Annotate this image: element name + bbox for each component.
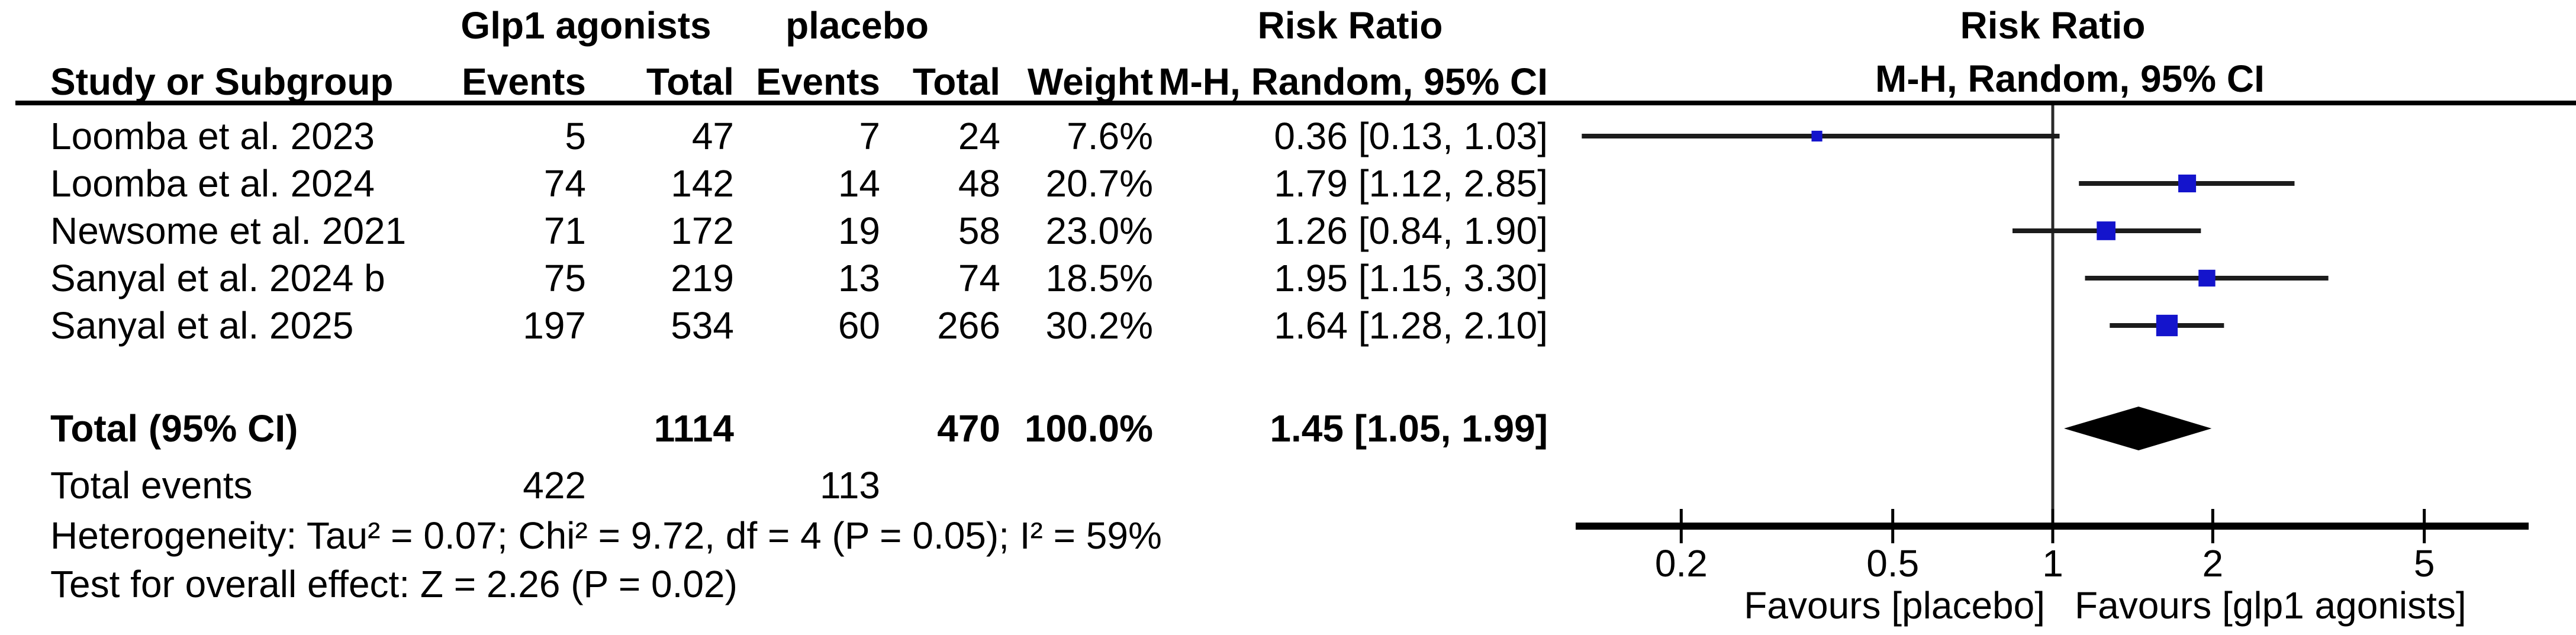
effect-marker	[2097, 221, 2115, 240]
placebo-total: 58	[958, 209, 1000, 252]
study-row: Sanyal et al. 2025 197 534 60 266 30.2% …	[50, 302, 1548, 349]
placebo-events: 7	[859, 115, 880, 157]
col-header-glp1-total: Total	[646, 60, 734, 103]
total-spacer	[586, 462, 734, 509]
col-header-study: Study or Subgroup	[50, 60, 394, 103]
glp1-events: 197	[523, 304, 586, 347]
group1-header: Glp1 agonists	[461, 4, 711, 47]
risk-ratio-text: 0.36 [0.13, 1.03]	[1274, 115, 1548, 157]
glp1-total: 534	[671, 304, 734, 347]
weight-value: 7.6%	[1067, 115, 1153, 157]
study-row: Loomba et al. 2023 5 47 7 24 7.6% 0.36 […	[50, 112, 1548, 160]
total-risk-ratio-text: 1.45 [1.05, 1.99]	[1270, 407, 1548, 450]
study-row: Sanyal et al. 2024 b 75 219 13 74 18.5% …	[50, 254, 1548, 302]
placebo-total: 266	[937, 304, 1000, 347]
glp1-grand-total: 1114	[653, 407, 734, 450]
total-weight: 100.0%	[1024, 407, 1153, 450]
total-spacer	[432, 405, 586, 452]
placebo-grand-total: 470	[937, 407, 1000, 450]
weight-value: 30.2%	[1045, 304, 1153, 347]
glp1-total: 219	[671, 257, 734, 299]
placebo-events: 13	[838, 257, 880, 299]
glp1-events: 71	[543, 209, 586, 252]
header-separator-line	[15, 101, 2576, 105]
favours-right-label: Favours [glp1 agonists]	[2075, 584, 2466, 627]
group2-header: placebo	[785, 4, 929, 47]
effect-marker	[2198, 269, 2216, 287]
placebo-total-events: 113	[819, 464, 880, 507]
study-row: Newsome et al. 2021 71 172 19 58 23.0% 1…	[50, 207, 1548, 254]
axis-tick-label: 5	[2414, 542, 2435, 585]
axis-tick-label: 0.2	[1655, 542, 1708, 585]
axis-tick-label: 0.5	[1866, 542, 1919, 585]
glp1-total: 142	[671, 162, 734, 205]
col-header-placebo-total: Total	[912, 60, 1000, 103]
total-label: Total (95% CI)	[50, 407, 298, 450]
total-spacer	[734, 405, 880, 452]
glp1-events: 75	[543, 257, 586, 299]
column-header-row: Study or Subgroup Events Total Events To…	[50, 58, 1548, 105]
placebo-total: 24	[958, 115, 1000, 157]
weight-value: 23.0%	[1045, 209, 1153, 252]
axis-tick-label: 2	[2203, 542, 2224, 585]
glp1-total: 47	[691, 115, 734, 157]
weight-value: 18.5%	[1045, 257, 1153, 299]
col-header-weight: Weight	[1027, 60, 1153, 103]
effect-marker	[2178, 174, 2197, 193]
risk-ratio-text: 1.64 [1.28, 2.10]	[1274, 304, 1548, 347]
col-header-placebo-events: Events	[756, 60, 880, 103]
effect-title-plot-column: Risk Ratio	[1960, 4, 2146, 47]
effect-marker	[1811, 130, 1822, 142]
glp1-events: 5	[565, 115, 586, 157]
total-row: Total (95% CI) 1114 470 100.0% 1.45 [1.0…	[50, 405, 1548, 452]
placebo-total: 74	[958, 257, 1000, 299]
axis-tick-label: 1	[2042, 542, 2063, 585]
study-name: Loomba et al. 2024	[50, 162, 375, 205]
study-name: Loomba et al. 2023	[50, 115, 375, 157]
study-name: Sanyal et al. 2024 b	[50, 257, 385, 299]
study-name: Sanyal et al. 2025	[50, 304, 354, 347]
study-row: Loomba et al. 2024 74 142 14 48 20.7% 1.…	[50, 160, 1548, 207]
study-name: Newsome et al. 2021	[50, 209, 407, 252]
glp1-total-events: 422	[523, 464, 586, 507]
effect-title-text-column: Risk Ratio	[1257, 4, 1443, 47]
effect-marker	[2156, 314, 2178, 337]
risk-ratio-text: 1.79 [1.12, 2.85]	[1274, 162, 1548, 205]
col-header-ci-plot: M-H, Random, 95% CI	[1875, 57, 2265, 100]
glp1-events: 74	[543, 162, 586, 205]
col-header-ci-text: M-H, Random, 95% CI	[1158, 60, 1548, 103]
risk-ratio-text: 1.95 [1.15, 3.30]	[1274, 257, 1548, 299]
total-events-label: Total events	[50, 464, 253, 507]
risk-ratio-text: 1.26 [0.84, 1.90]	[1274, 209, 1548, 252]
overall-effect-note: Test for overall effect: Z = 2.26 (P = 0…	[50, 563, 738, 605]
col-header-glp1-events: Events	[462, 60, 586, 103]
glp1-total: 172	[671, 209, 734, 252]
weight-value: 20.7%	[1045, 162, 1153, 205]
placebo-events: 19	[838, 209, 880, 252]
favours-left-label: Favours [placebo]	[1744, 584, 2045, 627]
placebo-events: 14	[838, 162, 880, 205]
placebo-events: 60	[838, 304, 880, 347]
summary-diamond	[2064, 407, 2212, 450]
placebo-total: 48	[958, 162, 1000, 205]
heterogeneity-note: Heterogeneity: Tau² = 0.07; Chi² = 9.72,…	[50, 514, 1162, 557]
total-events-row: Total events 422 113	[50, 462, 880, 509]
